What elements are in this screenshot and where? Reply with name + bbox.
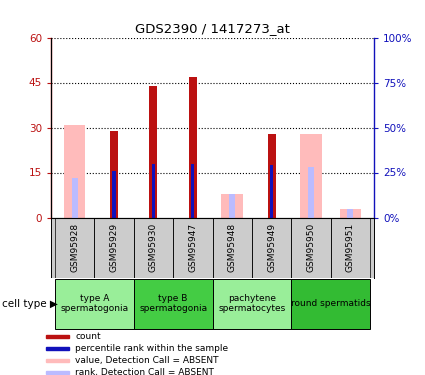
Text: round spermatids: round spermatids	[291, 299, 371, 308]
Bar	[212, 279, 291, 329]
Bar	[110, 130, 118, 218]
Bar	[46, 371, 69, 374]
Bar	[189, 76, 197, 218]
Text: percentile rank within the sample: percentile rank within the sample	[75, 344, 228, 353]
Bar	[268, 134, 275, 218]
Text: cell type ▶: cell type ▶	[2, 299, 58, 309]
Bar	[291, 279, 370, 329]
Text: GSM95951: GSM95951	[346, 223, 355, 272]
Text: rank, Detection Call = ABSENT: rank, Detection Call = ABSENT	[75, 368, 214, 375]
Text: GSM95929: GSM95929	[110, 223, 119, 272]
Title: GDS2390 / 1417273_at: GDS2390 / 1417273_at	[135, 22, 290, 35]
Text: value, Detection Call = ABSENT: value, Detection Call = ABSENT	[75, 356, 218, 365]
Bar	[113, 171, 116, 217]
Text: type A
spermatogonia: type A spermatogonia	[60, 294, 128, 314]
Bar	[72, 178, 78, 218]
Text: GSM95948: GSM95948	[228, 223, 237, 272]
Text: type B
spermatogonia: type B spermatogonia	[139, 294, 207, 314]
Text: pachytene
spermatocytes: pachytene spermatocytes	[218, 294, 286, 314]
Bar	[229, 194, 235, 217]
Text: count: count	[75, 332, 101, 341]
Bar	[308, 167, 314, 217]
Bar	[64, 124, 85, 217]
Bar	[191, 164, 194, 218]
Bar	[340, 209, 361, 218]
Text: GSM95947: GSM95947	[188, 223, 197, 272]
Bar	[152, 164, 155, 218]
Bar	[46, 347, 69, 350]
Bar	[270, 165, 273, 218]
Bar	[55, 279, 134, 329]
Text: GSM95949: GSM95949	[267, 223, 276, 272]
Text: GSM95928: GSM95928	[70, 223, 79, 272]
Text: GSM95950: GSM95950	[306, 223, 315, 272]
Text: GSM95930: GSM95930	[149, 223, 158, 272]
Bar	[150, 86, 157, 218]
Bar	[46, 335, 69, 338]
Bar	[221, 194, 243, 217]
Bar	[347, 209, 353, 218]
Bar	[300, 134, 322, 218]
Bar	[46, 359, 69, 362]
Bar	[134, 279, 212, 329]
